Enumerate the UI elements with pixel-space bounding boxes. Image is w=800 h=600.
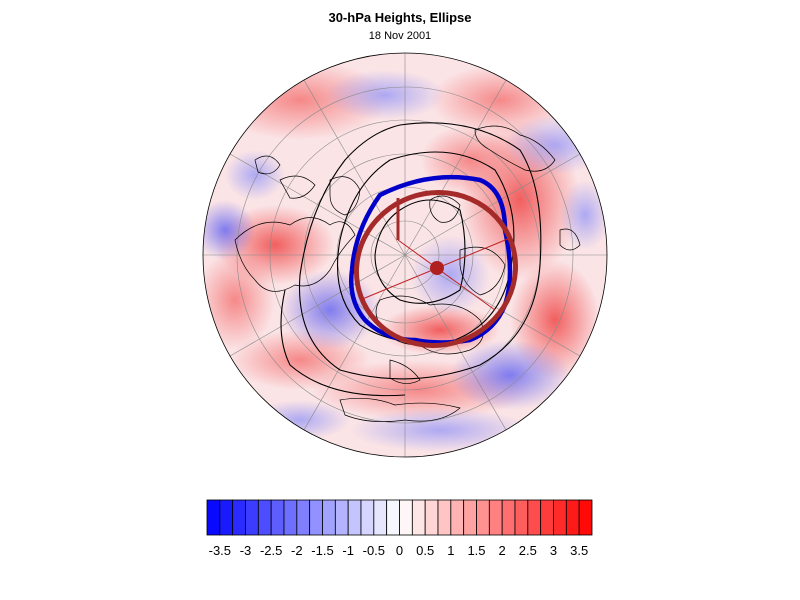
map-date: 18 Nov 2001 <box>368 30 432 42</box>
ellipse-center-marker <box>430 261 444 275</box>
meridian-line <box>404 79 507 256</box>
colorbar-tick-label: 1 <box>447 543 454 558</box>
colorbar-box <box>437 499 452 536</box>
colorbar-box <box>488 499 503 536</box>
colorbar-box <box>424 499 439 536</box>
colorbar-box <box>296 499 311 536</box>
colorbar-tick-label: 2 <box>499 543 506 558</box>
meridian-line <box>303 254 406 431</box>
colorbar-box <box>322 499 336 536</box>
globe-outline <box>202 52 608 458</box>
colorbar-box <box>514 499 529 536</box>
colorbar-tick-label: 0 <box>396 543 403 558</box>
colorbar-box <box>309 499 323 536</box>
colorbar-box <box>360 499 375 536</box>
colorbar-tick-label: 3.5 <box>570 543 588 558</box>
colorbar-box <box>540 499 554 536</box>
colorbar-tick-label: -1 <box>342 543 354 558</box>
colorbar-box <box>373 499 388 536</box>
colorbar-box <box>578 499 593 536</box>
colorbar-box <box>334 499 349 536</box>
colorbar-box <box>463 499 477 536</box>
colorbar-tick-label: 3 <box>550 543 557 558</box>
colorbar-tick-label: 0.5 <box>416 543 434 558</box>
colorbar-box <box>411 499 426 536</box>
colorbar-box <box>527 499 542 536</box>
colorbar-tick-label: -2.5 <box>260 543 282 558</box>
colorbar-box <box>450 499 465 536</box>
colorbar-tick-label: -1.5 <box>311 543 333 558</box>
colorbar-box <box>565 499 580 536</box>
meridian-line <box>404 153 581 256</box>
vortex-edge-contour <box>349 174 513 345</box>
colorbar-box <box>347 499 362 536</box>
colorbar-box <box>283 499 298 536</box>
colorbar-tick-label: -3.5 <box>209 543 231 558</box>
colorbar-tick-label: -0.5 <box>363 543 385 558</box>
colorbar-box <box>270 499 285 536</box>
colorbar-box <box>476 499 490 536</box>
colorbar-box <box>501 499 516 536</box>
coastlines <box>234 125 581 422</box>
colorbar-box <box>399 499 413 536</box>
meridian-line <box>229 254 406 357</box>
meridian-line <box>303 79 406 256</box>
colorbar-box <box>245 499 259 536</box>
anomaly-field <box>203 53 607 457</box>
colorbar-box <box>232 499 246 536</box>
colorbar-box <box>206 499 221 536</box>
meridian-line <box>229 153 406 256</box>
colorbar-tick-label: 2.5 <box>519 543 537 558</box>
colorbar-tick-label: -2 <box>291 543 303 558</box>
colorbar-box <box>257 499 272 536</box>
colorbar-box <box>386 499 400 536</box>
colorbar-tick-label: -3 <box>240 543 252 558</box>
colorbar-box <box>553 499 567 536</box>
ellipse-minor-axis <box>397 239 496 311</box>
map-title: 30-hPa Heights, Ellipse <box>328 10 472 25</box>
fitted-ellipse <box>353 190 519 348</box>
colorbar-box <box>219 499 234 536</box>
colorbar-tick-label: 1.5 <box>467 543 485 558</box>
